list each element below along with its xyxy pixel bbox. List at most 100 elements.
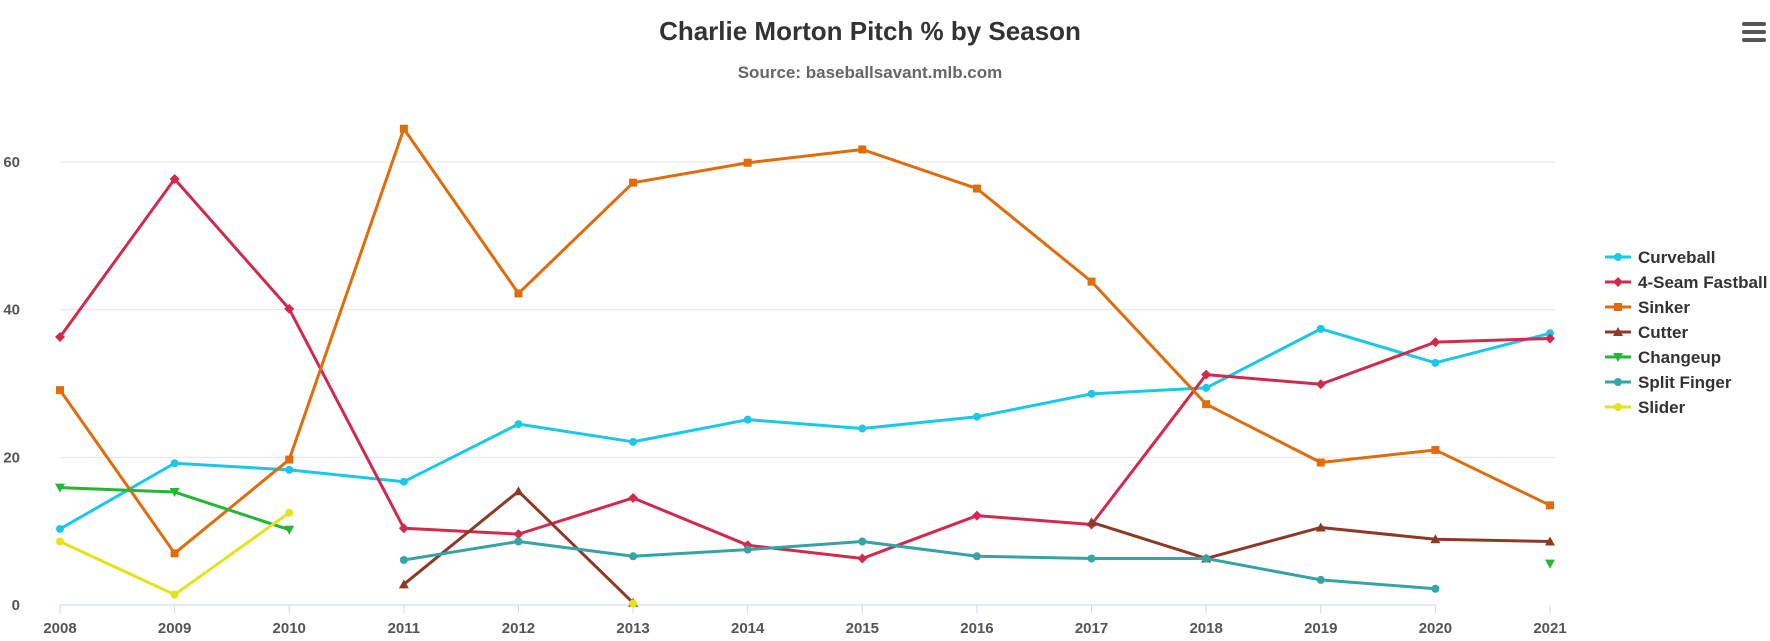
data-point-marker <box>56 537 64 546</box>
data-point-marker <box>398 523 409 534</box>
y-tick-label: 20 <box>3 449 20 466</box>
data-point-marker <box>858 537 867 546</box>
data-point-marker <box>1545 333 1555 344</box>
grid-lines <box>60 161 1555 458</box>
data-point-marker <box>1431 358 1440 367</box>
data-point-marker <box>169 173 180 184</box>
legend-label: Split Finger <box>1638 373 1732 392</box>
x-tick-label: 2019 <box>1304 620 1337 637</box>
legend-item[interactable]: Changeup <box>1605 348 1721 367</box>
data-point-marker <box>629 178 638 187</box>
data-point-marker <box>1316 324 1325 333</box>
data-point-marker <box>514 420 523 429</box>
series-sinker <box>56 124 1554 558</box>
y-tick-label: 60 <box>3 154 20 171</box>
data-point-marker <box>56 386 64 395</box>
series-line <box>58 127 1552 555</box>
data-point-marker <box>513 529 524 540</box>
data-point-marker <box>1086 517 1097 527</box>
series-split-finger <box>399 537 1440 593</box>
chart-menu-button[interactable] <box>1742 22 1768 48</box>
data-point-marker <box>1613 277 1623 287</box>
legend-label: Slider <box>1638 398 1686 417</box>
data-point-marker <box>1202 383 1211 392</box>
data-point-marker <box>514 289 523 298</box>
series-changeup <box>55 483 1555 569</box>
chart-title: Charlie Morton Pitch % by Season <box>659 16 1081 46</box>
legend: Curveball 4-Seam Fastball Sinker Cutter Chan… <box>1605 248 1767 417</box>
legend-label: Sinker <box>1638 298 1690 317</box>
data-point-marker <box>971 510 982 521</box>
legend-item[interactable]: Slider <box>1605 398 1686 417</box>
legend-item[interactable]: Cutter <box>1605 323 1688 342</box>
data-point-marker <box>1545 536 1555 546</box>
legend-item[interactable]: Curveball <box>1605 248 1715 267</box>
data-point-marker <box>285 455 294 464</box>
series-curveball <box>56 324 1554 533</box>
data-point-marker <box>1614 303 1622 311</box>
data-point-marker <box>170 590 179 599</box>
data-point-marker <box>1202 554 1211 563</box>
data-point-marker <box>743 545 752 554</box>
x-tick-label: 2013 <box>616 620 649 637</box>
legend-label: Curveball <box>1638 248 1715 267</box>
data-point-marker <box>1546 501 1554 510</box>
data-point-marker <box>55 331 65 342</box>
series-line <box>402 540 1437 591</box>
y-axis: 0 20 40 60 <box>3 154 20 614</box>
legend-item[interactable]: Sinker <box>1605 298 1690 317</box>
x-tick-label: 2017 <box>1075 620 1108 637</box>
data-point-marker <box>629 552 638 561</box>
data-point-marker <box>972 412 981 421</box>
x-tick-label: 2018 <box>1189 620 1222 637</box>
menu-bar-icon <box>1742 38 1766 42</box>
series-4-seam-fastball <box>55 173 1555 564</box>
x-tick-label: 2014 <box>731 620 765 637</box>
data-point-marker <box>1614 403 1622 411</box>
data-point-marker <box>858 424 867 433</box>
x-tick-label: 2011 <box>388 620 421 637</box>
y-tick-label: 40 <box>3 302 20 319</box>
data-point-marker <box>1430 534 1441 544</box>
chart-subtitle: Source: baseballsavant.mlb.com <box>738 63 1003 82</box>
data-point-marker <box>56 524 64 533</box>
series-cutter <box>398 486 1555 607</box>
legend-item[interactable]: 4-Seam Fastball <box>1605 273 1767 292</box>
menu-bar-icon <box>1742 22 1766 26</box>
data-point-marker <box>170 549 179 558</box>
series-slider <box>56 508 638 608</box>
data-point-marker <box>1201 369 1212 380</box>
data-point-marker <box>398 579 409 589</box>
data-point-marker <box>1087 389 1096 398</box>
data-point-marker <box>972 552 981 561</box>
x-tick-label: 2009 <box>158 620 191 637</box>
data-point-marker <box>1202 400 1211 409</box>
data-point-marker <box>1087 554 1096 563</box>
data-point-marker <box>1431 584 1440 593</box>
legend-item[interactable]: Split Finger <box>1605 373 1732 392</box>
legend-label: Cutter <box>1638 323 1688 342</box>
data-point-marker <box>1316 458 1325 467</box>
data-point-marker <box>285 508 294 517</box>
x-tick-label: 2016 <box>960 620 993 637</box>
data-point-marker <box>284 303 295 314</box>
x-tick-label: 2008 <box>43 620 76 637</box>
data-point-marker <box>1431 445 1440 454</box>
x-tick-label: 2021 <box>1533 620 1566 637</box>
data-point-marker <box>629 599 638 608</box>
data-point-marker <box>1614 378 1622 386</box>
data-point-marker <box>399 124 408 133</box>
data-point-marker <box>1613 353 1623 362</box>
data-point-marker <box>170 459 179 468</box>
data-point-marker <box>285 465 294 474</box>
data-point-marker <box>629 437 638 446</box>
data-point-marker <box>972 184 981 193</box>
data-point-marker <box>1315 522 1326 532</box>
legend-label: Changeup <box>1638 348 1721 367</box>
plot-area <box>55 124 1555 608</box>
series-line <box>58 327 1552 531</box>
data-point-marker <box>1613 327 1623 336</box>
data-point-marker <box>1316 575 1325 584</box>
menu-bar-icon <box>1742 30 1766 34</box>
x-tick-label: 2010 <box>273 620 306 637</box>
